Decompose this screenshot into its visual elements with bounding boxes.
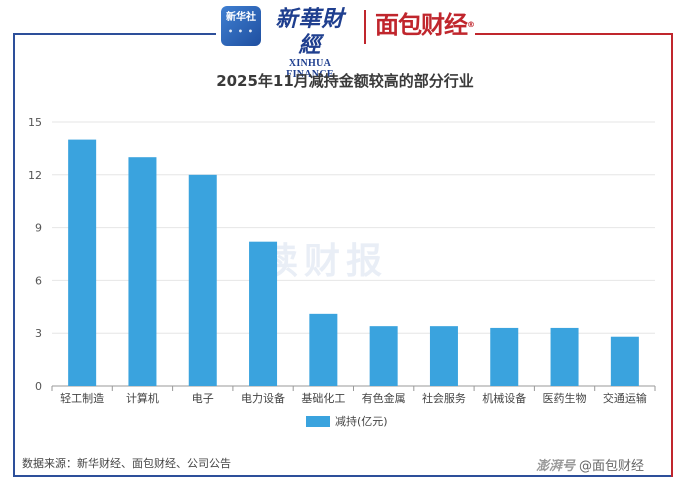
bar (429, 326, 458, 386)
x-tick-label: 有色金属 (362, 391, 406, 405)
y-tick-label: 15 (28, 116, 42, 129)
bar (490, 327, 519, 386)
xinhua-badge-dots: • • • (228, 27, 254, 36)
data-source-note: 数据来源：新华财经、面包财经、公司公告 (22, 457, 231, 470)
xinhua-badge-text: 新华社 (226, 12, 256, 23)
y-tick-label: 6 (35, 274, 42, 287)
bar (369, 326, 398, 386)
legend-label: 减持(亿元) (335, 414, 388, 428)
x-tick-label: 社会服务 (422, 391, 466, 405)
frame-top-left-line (13, 33, 216, 35)
frame-right-line (671, 33, 673, 477)
bar (309, 313, 338, 386)
legend-swatch (306, 416, 330, 427)
mianbao-logo-text: 面包财经 (375, 11, 468, 39)
x-tick-label: 医药生物 (543, 391, 587, 405)
y-tick-label: 3 (35, 327, 42, 340)
footer-account: 澎湃号 @面包财经 (536, 455, 644, 474)
footer-tag: 澎湃号 (536, 459, 576, 474)
axis-labels: 0 3 6 9 12 15 轻工制造 计算机 电子 电力设备 基础化工 有色金属 社会服务 机械设备 医药生… (28, 116, 647, 405)
bar (128, 157, 157, 386)
xinhua-finance-logo: 新華財經 XINHUA FINANCE (265, 6, 355, 80)
x-tick-label: 机械设备 (482, 391, 526, 405)
x-tick-label: 计算机 (126, 391, 159, 405)
xinhua-badge-logo: 新华社 • • • (221, 6, 261, 46)
xinhua-logo-cn: 新華財經 (275, 6, 345, 58)
legend: 减持(亿元) (306, 414, 388, 428)
bar (550, 327, 579, 386)
x-tick-label: 轻工制造 (60, 391, 104, 405)
logo-divider (364, 10, 366, 44)
bar (610, 336, 639, 386)
watermark: 读财报 (262, 241, 389, 282)
footer-account-name: @面包财经 (579, 459, 645, 474)
y-tick-label: 12 (28, 169, 42, 182)
xinhua-logo-en: XINHUA FINANCE (286, 58, 334, 80)
y-tick-label: 0 (35, 380, 42, 393)
registered-mark-icon: ® (467, 20, 475, 29)
x-tick-label: 电力设备 (241, 391, 285, 405)
axes (51, 385, 656, 391)
y-tick-label: 9 (35, 222, 42, 235)
bar (68, 139, 97, 386)
x-tick-label: 电子 (192, 392, 214, 405)
mianbao-logo: 面包财经® (375, 10, 475, 40)
x-tick-label: 交通运输 (603, 391, 647, 405)
bar (188, 174, 217, 386)
bar (249, 241, 278, 386)
bars (68, 139, 639, 386)
chart-title: 2025年11月减持金额较高的部分行业 (216, 72, 474, 90)
frame-top-right-line (475, 33, 673, 35)
x-tick-label: 基础化工 (301, 391, 345, 405)
